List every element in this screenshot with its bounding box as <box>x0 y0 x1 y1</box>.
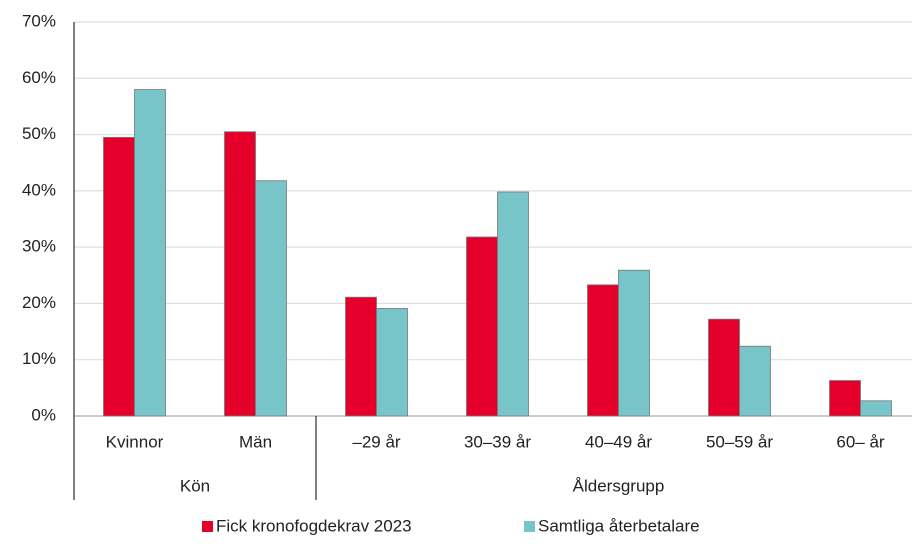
bar <box>829 380 861 417</box>
x-tick-label: 40–49 år <box>585 432 652 451</box>
y-tick-label: 40% <box>22 180 56 199</box>
bar <box>255 180 287 417</box>
x-tick-label: 50–59 år <box>706 432 773 451</box>
group-label: Åldersgrupp <box>573 476 665 495</box>
y-tick-label: 70% <box>22 11 56 30</box>
legend-label: Fick kronofogdekrav 2023 <box>216 516 412 535</box>
bar <box>618 269 650 417</box>
x-tick-label: 60– år <box>836 432 885 451</box>
y-tick-label: 0% <box>31 405 56 424</box>
bar <box>739 345 771 417</box>
bar <box>224 131 256 417</box>
bar <box>497 191 529 417</box>
y-tick-label: 50% <box>22 124 56 143</box>
x-tick-label: Kvinnor <box>106 432 164 451</box>
x-tick-label: –29 år <box>352 432 401 451</box>
bar <box>345 296 377 417</box>
y-tick-label: 20% <box>22 293 56 312</box>
bar <box>134 89 166 417</box>
legend-label: Samtliga återbetalare <box>538 516 700 535</box>
bar <box>587 284 619 417</box>
bar <box>860 400 892 417</box>
legend-swatch <box>202 521 213 532</box>
x-tick-label: 30–39 år <box>464 432 531 451</box>
bar <box>376 308 408 417</box>
y-tick-label: 10% <box>22 349 56 368</box>
bar <box>103 136 135 417</box>
bar <box>466 236 498 417</box>
legend-swatch <box>524 521 535 532</box>
bar <box>708 318 740 417</box>
x-tick-label: Män <box>239 432 272 451</box>
y-tick-label: 30% <box>22 237 56 256</box>
group-label: Kön <box>180 476 210 495</box>
y-tick-label: 60% <box>22 68 56 87</box>
